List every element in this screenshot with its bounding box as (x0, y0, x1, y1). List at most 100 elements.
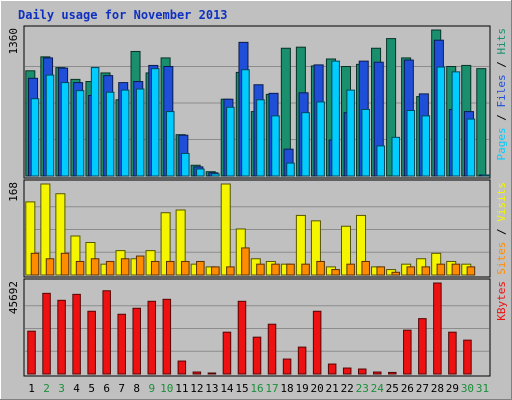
panel-bottom: 45692 KBytes (7, 278, 508, 377)
bar-pages-day-2 (45, 74, 55, 177)
bar-visits-day-22 (340, 225, 352, 276)
side-legend: Pages / Files / Hits (495, 28, 508, 161)
bar-visits-day-10 (160, 212, 171, 276)
bar-kbytes-day-21 (327, 363, 337, 375)
side-legend: KBytes (495, 281, 508, 321)
bar-pages-day-11 (181, 152, 190, 177)
x-tick-label: 25 (386, 382, 399, 395)
bar-kbytes-day-16 (252, 336, 262, 375)
bar-kbytes-day-13 (207, 372, 217, 375)
bar-kbytes-day-7 (117, 313, 126, 375)
series-pages (30, 60, 491, 177)
y-max-label: 1360 (7, 28, 20, 55)
bar-kbytes-day-23 (357, 368, 367, 375)
bar-kbytes-day-20 (312, 310, 322, 375)
bar-kbytes-day-17 (267, 323, 277, 375)
bar-kbytes-day-14 (222, 331, 232, 375)
bar-sites-day-4 (75, 260, 85, 276)
bar-pages-day-22 (346, 89, 355, 177)
x-tick-label: 22 (341, 382, 354, 395)
bar-kbytes-day-26 (403, 329, 412, 375)
x-tick-label: 10 (160, 382, 173, 395)
bar-sites-day-17 (271, 263, 280, 276)
bar-kbytes-day-4 (72, 293, 81, 375)
bar-kbytes-day-1 (27, 330, 36, 375)
bar-kbytes-day-22 (342, 367, 352, 375)
bar-sites-day-1 (30, 252, 40, 276)
bar-kbytes-day-8 (132, 307, 141, 375)
bar-sites-day-18 (286, 263, 295, 276)
x-tick-label: 29 (446, 382, 459, 395)
bar-pages-day-19 (301, 112, 310, 177)
x-tick-label: 26 (401, 382, 414, 395)
bar-kbytes-day-18 (282, 358, 292, 375)
bar-pages-day-29 (451, 71, 461, 177)
legend-entry: Files (495, 74, 508, 107)
bar-sites-day-13 (211, 266, 220, 276)
x-tick-label: 11 (175, 382, 188, 395)
x-tick-label: 4 (73, 382, 80, 395)
bar-kbytes-day-5 (87, 310, 96, 375)
legend-entry: Visits (495, 182, 508, 222)
bar-sites-day-6 (105, 260, 115, 276)
bar-visits-day-19 (295, 214, 306, 276)
bar-pages-day-17 (271, 115, 280, 177)
x-tick-label: 17 (265, 382, 278, 395)
chart-panels: 1360 Pages / Files / Hits 168 Sites / Visit… (7, 25, 508, 377)
x-tick-label: 3 (58, 382, 65, 395)
bar-pages-day-27 (421, 115, 431, 177)
bar-pages-day-3 (60, 82, 70, 177)
bar-sites-day-2 (45, 258, 55, 276)
x-tick-label: 16 (250, 382, 263, 395)
bar-pages-day-21 (331, 60, 340, 177)
x-tick-label: 14 (220, 382, 234, 395)
bar-visits-day-14 (220, 183, 231, 276)
bar-kbytes-day-10 (162, 298, 172, 375)
bar-pages-day-30 (466, 118, 476, 177)
bar-visits-day-2 (40, 183, 51, 276)
bar-pages-day-23 (361, 108, 370, 177)
bar-sites-day-20 (316, 260, 325, 276)
bar-sites-day-26 (406, 266, 416, 276)
legend-entry: Pages (495, 127, 508, 160)
bar-kbytes-day-30 (463, 339, 472, 375)
bar-sites-day-12 (196, 260, 205, 276)
bar-pages-day-20 (316, 101, 325, 177)
panel-top: 1360 Pages / Files / Hits (7, 25, 508, 179)
x-tick-label: 13 (205, 382, 218, 395)
x-tick-label: 7 (118, 382, 125, 395)
bar-pages-day-1 (30, 98, 40, 177)
legend-entry: Hits (495, 28, 508, 55)
bar-sites-day-11 (181, 260, 190, 276)
x-tick-label: 18 (280, 382, 293, 395)
bar-sites-day-10 (166, 260, 175, 276)
bar-visits-day-4 (70, 235, 81, 276)
x-tick-label: 30 (461, 382, 474, 395)
x-tick-label: 28 (431, 382, 444, 395)
bar-pages-day-15 (241, 69, 250, 177)
bar-kbytes-day-2 (42, 292, 51, 375)
bar-kbytes-day-24 (373, 371, 382, 375)
bar-pages-day-26 (406, 110, 416, 177)
bar-pages-day-4 (75, 90, 85, 177)
x-tick-label: 9 (148, 382, 155, 395)
x-tick-label: 5 (88, 382, 95, 395)
bar-kbytes-day-12 (192, 371, 202, 375)
side-legend: Sites / Visits (495, 182, 508, 275)
x-tick-label: 31 (476, 382, 489, 395)
bar-pages-day-9 (150, 68, 160, 177)
bar-sites-day-3 (60, 252, 70, 276)
bar-sites-day-28 (436, 263, 446, 276)
bar-kbytes-day-27 (418, 318, 427, 375)
bar-kbytes-day-11 (177, 360, 187, 375)
x-tick-label: 27 (416, 382, 429, 395)
legend-entry: Sites (495, 242, 508, 275)
bar-pages-day-24 (376, 145, 385, 177)
bar-sites-day-5 (90, 258, 100, 276)
legend-entry: / (495, 55, 508, 75)
x-tick-label: 15 (235, 382, 248, 395)
bar-sites-day-21 (331, 269, 340, 276)
bar-kbytes-day-3 (57, 299, 66, 375)
series-sites (30, 247, 476, 276)
series-kbytes (27, 282, 472, 375)
